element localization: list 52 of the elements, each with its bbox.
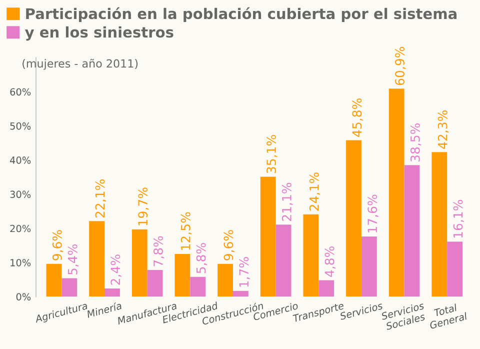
- y-tick-label: 0%: [16, 293, 31, 300]
- legend-label: y en los siniestros: [24, 26, 174, 41]
- data-label: 60,9%: [395, 46, 406, 86]
- data-label: 5,4%: [68, 244, 79, 275]
- y-tick-label: 50%: [10, 122, 31, 130]
- bar: [104, 288, 120, 297]
- bar: [62, 278, 78, 297]
- data-label: 12,5%: [180, 212, 192, 250]
- bar: [346, 140, 362, 297]
- data-label: 45,8%: [352, 98, 363, 137]
- data-label: 38,5%: [410, 123, 422, 162]
- bar: [388, 88, 404, 297]
- bar: [147, 270, 163, 297]
- bar: [404, 165, 420, 297]
- bar: [89, 221, 105, 297]
- data-label: 2,4%: [110, 254, 122, 285]
- data-label: 5,8%: [196, 243, 208, 274]
- bar: [232, 290, 248, 297]
- bar: [174, 254, 190, 297]
- data-label: 4,8%: [324, 246, 336, 277]
- y-tick-label: 30%: [10, 190, 31, 198]
- bar: [318, 280, 334, 297]
- data-label: 19,7%: [138, 188, 149, 226]
- data-label: 35,1%: [266, 135, 278, 174]
- data-label: 22,1%: [95, 179, 106, 218]
- bar: [218, 264, 233, 297]
- bar: [361, 236, 377, 297]
- data-label: 9,6%: [52, 230, 64, 260]
- bar: [432, 152, 448, 297]
- data-label: 16,1%: [453, 200, 464, 238]
- bar: [132, 229, 148, 297]
- y-tick-label: 20%: [10, 224, 31, 232]
- bar: [46, 264, 62, 297]
- bar: [303, 214, 319, 297]
- chart-subtitle: (mujeres - año 2011): [22, 58, 138, 70]
- x-tick-label: Total General: [429, 303, 468, 330]
- data-label: 7,8%: [154, 236, 164, 266]
- data-label: 42,3%: [438, 110, 449, 149]
- bar: [260, 176, 276, 297]
- legend-label: Participación en la población cubierta por el sistema: [26, 7, 457, 22]
- data-label: 21,1%: [282, 182, 293, 221]
- data-label: 9,6%: [224, 230, 234, 260]
- data-label: 24,1%: [309, 172, 320, 211]
- bar: [276, 224, 292, 297]
- x-tick-label: Servicios Sociales: [380, 302, 426, 330]
- y-tick-label: 10%: [10, 258, 31, 266]
- data-label: 17,6%: [368, 194, 378, 232]
- data-label: 1,7%: [239, 257, 250, 287]
- bar: [190, 276, 206, 297]
- y-tick-label: 40%: [10, 156, 31, 164]
- y-tick-label: 60%: [10, 88, 31, 96]
- bar: [447, 242, 463, 297]
